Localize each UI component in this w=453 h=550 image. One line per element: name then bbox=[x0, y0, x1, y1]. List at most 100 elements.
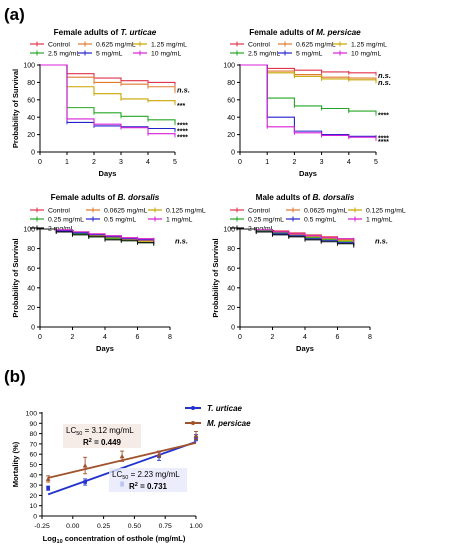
legend-label: 0.125 mg/mL bbox=[366, 208, 406, 215]
y-tick-label: 90 bbox=[29, 421, 37, 428]
y-tick-label: 100 bbox=[223, 227, 235, 234]
survival-curve bbox=[240, 64, 377, 74]
chart-title-species: M. persicae bbox=[316, 28, 361, 37]
data-point bbox=[156, 451, 162, 457]
x-tick-label: 3 bbox=[119, 159, 123, 166]
legend-marker bbox=[191, 406, 195, 410]
panel-label-a: (a) bbox=[4, 5, 25, 24]
legend-label: Control bbox=[248, 42, 270, 49]
x-tick-label: 4 bbox=[303, 334, 307, 341]
y-tick-label: 20 bbox=[27, 132, 35, 139]
y-axis-label: Probability of Survival bbox=[211, 238, 220, 317]
legend-label: 0.5 mg/mL bbox=[304, 217, 336, 224]
y-tick-label: 40 bbox=[227, 285, 235, 292]
legend-label: 10 mg/mL bbox=[351, 51, 381, 58]
survival-chart-1: Female adults of T. urticae Control 0.625 … bbox=[11, 28, 190, 178]
significance-label: n.s. bbox=[378, 71, 391, 80]
chart-title: Female adults of M. persicae bbox=[249, 28, 361, 37]
y-tick-label: 40 bbox=[227, 115, 235, 122]
legend-label: 0.0625 mg/mL bbox=[104, 208, 148, 215]
survival-curve bbox=[40, 64, 176, 131]
chart-title: Female adults of B. dorsalis bbox=[51, 193, 160, 202]
chart-title-prefix: Female adults of bbox=[54, 28, 121, 37]
y-tick-label: 60 bbox=[27, 266, 35, 273]
chart-title-prefix: Female adults of bbox=[51, 193, 118, 202]
x-tick-label: 3 bbox=[320, 159, 324, 166]
survival-curve bbox=[240, 64, 377, 139]
y-tick-label: 40 bbox=[29, 472, 37, 479]
legend-label: 2.5 mg/mL bbox=[248, 51, 280, 58]
significance-label: n.s. bbox=[378, 78, 391, 87]
x-tick-label: 1.00 bbox=[189, 523, 202, 530]
survival-curve bbox=[40, 228, 155, 241]
y-tick-label: 100 bbox=[23, 63, 35, 70]
chart-title-species: T. urticae bbox=[121, 28, 157, 37]
y-tick-label: 60 bbox=[27, 97, 35, 104]
y-tick-label: 20 bbox=[29, 493, 37, 500]
legend-label: 1 mg/mL bbox=[366, 217, 393, 224]
r2-label: R2 = 0.449 bbox=[83, 438, 122, 447]
y-tick-label: 40 bbox=[27, 115, 35, 122]
x-tick-label: 4 bbox=[103, 334, 107, 341]
legend-label: 5 mg/mL bbox=[296, 51, 323, 58]
legend-label: 1.25 mg/mL bbox=[351, 42, 387, 49]
chart-title: Female adults of T. urticae bbox=[54, 28, 157, 37]
significance-label: **** bbox=[378, 135, 389, 142]
significance-label: n.s. bbox=[175, 236, 188, 245]
significance-label: **** bbox=[378, 113, 389, 120]
data-point bbox=[119, 453, 125, 459]
y-tick-label: 80 bbox=[227, 80, 235, 87]
x-tick-label: 2 bbox=[92, 159, 96, 166]
y-tick-label: 60 bbox=[227, 266, 235, 273]
legend-label: T. urticae bbox=[207, 404, 243, 413]
y-tick-label: 80 bbox=[227, 246, 235, 253]
chart-title-prefix: Male adults of bbox=[256, 193, 313, 202]
y-tick-label: 60 bbox=[29, 452, 37, 459]
y-tick-label: 0 bbox=[231, 150, 235, 157]
legend-label: 10 mg/mL bbox=[151, 51, 181, 58]
x-tick-label: 5 bbox=[374, 159, 378, 166]
y-axis-label: Probability of Survival bbox=[11, 238, 20, 317]
y-tick-label: 20 bbox=[227, 132, 235, 139]
y-tick-label: 60 bbox=[227, 97, 235, 104]
legend-label: 0.5 mg/mL bbox=[104, 217, 136, 224]
x-axis-label: Days bbox=[296, 344, 314, 353]
x-tick-label: 4 bbox=[347, 159, 351, 166]
significance-label: n.s. bbox=[375, 236, 388, 245]
legend-marker bbox=[191, 421, 195, 425]
legend-label: 2.5 mg/mL bbox=[48, 51, 80, 58]
x-tick-label: 8 bbox=[168, 334, 172, 341]
legend-label: 1 mg/mL bbox=[166, 217, 193, 224]
significance-label: **** bbox=[177, 134, 188, 141]
panel-label-b: (b) bbox=[4, 367, 26, 386]
chart-title-prefix: Female adults of bbox=[249, 28, 316, 37]
annotation-box bbox=[63, 424, 141, 448]
x-tick-label: 5 bbox=[173, 159, 177, 166]
y-tick-label: 70 bbox=[29, 441, 37, 448]
y-tick-label: 0 bbox=[231, 325, 235, 332]
x-tick-label: 0 bbox=[38, 334, 42, 341]
y-axis-label: Mortality (%) bbox=[11, 441, 20, 487]
x-axis-label: Days bbox=[99, 169, 117, 178]
legend-label: 5 mg/mL bbox=[96, 51, 123, 58]
x-tick-label: 8 bbox=[368, 334, 372, 341]
data-point bbox=[193, 433, 199, 438]
y-tick-label: 0 bbox=[33, 514, 37, 521]
x-axis-label: Log10 concentration of osthole (mg/mL) bbox=[43, 534, 186, 545]
legend-label: 0.625 mg/mL bbox=[96, 42, 136, 49]
x-tick-label: 0 bbox=[238, 159, 242, 166]
x-tick-label: 1 bbox=[65, 159, 69, 166]
annotation-box bbox=[109, 468, 187, 492]
data-point bbox=[83, 480, 87, 484]
y-tick-label: 100 bbox=[26, 411, 38, 418]
data-point bbox=[45, 476, 51, 481]
data-point bbox=[46, 486, 50, 490]
chart-title-species: B. dorsalis bbox=[313, 193, 355, 202]
y-tick-label: 20 bbox=[27, 305, 35, 312]
x-tick-label: 6 bbox=[336, 334, 340, 341]
x-tick-label: 2 bbox=[292, 159, 296, 166]
survival-curve bbox=[40, 64, 176, 85]
y-tick-label: 30 bbox=[29, 483, 37, 490]
survival-chart-4: Male adults of B. dorsalis Control 0.0625 … bbox=[211, 193, 406, 353]
